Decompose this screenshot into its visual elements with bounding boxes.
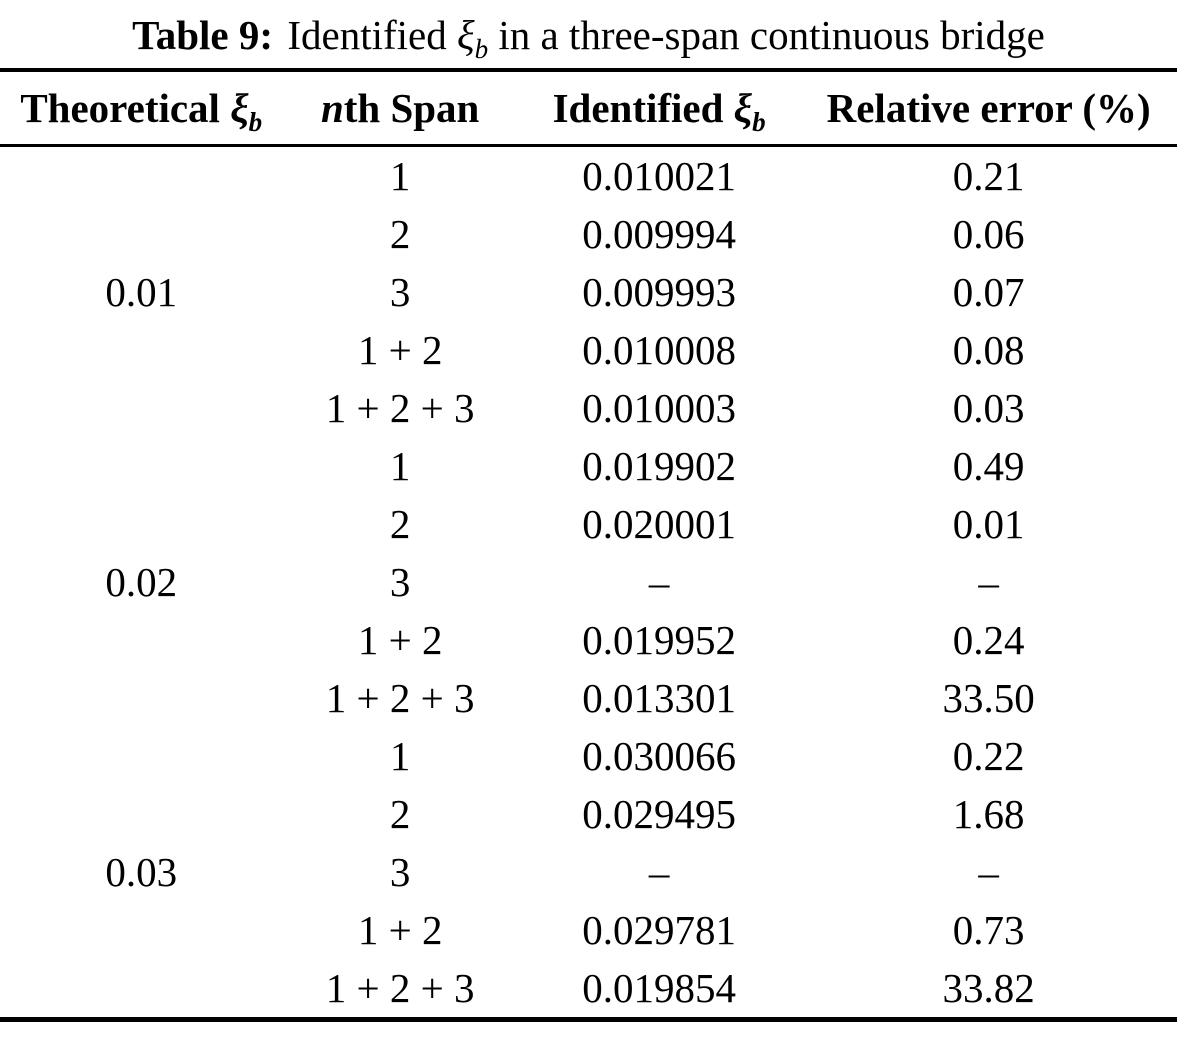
cell-nth-span: 1 <box>389 443 411 489</box>
table-row: 2 0.020001 0.01 <box>0 495 1177 553</box>
table-row: 1 + 2 + 3 0.010003 0.03 <box>0 379 1177 437</box>
table-row: 0.02 1 0.019902 0.49 <box>0 437 1177 605</box>
column-header-identified-xi: Identified ξb <box>517 70 801 147</box>
cell-nth-span: 1 + 2 <box>357 617 443 663</box>
cell-nth-span: 1 <box>389 153 411 199</box>
cell-identified-value: 0.010021 <box>582 153 736 199</box>
table-row: 1 + 2 0.010008 0.08 <box>0 321 1177 379</box>
cell-nth-span: 1 + 2 <box>357 327 443 373</box>
table-caption: Table 9: Identified ξb in a three-span co… <box>0 0 1177 68</box>
column-header-nth-span: nth Span <box>282 70 518 147</box>
cell-identified-value: 0.019952 <box>582 617 736 663</box>
cell-nth-span: 2 <box>389 211 411 257</box>
cell-relative-error: 0.24 <box>952 617 1025 663</box>
header-row: Theoretical ξb nth Span Identified ξb Re… <box>0 70 1177 147</box>
xi-b-symbol: ξb <box>457 12 489 65</box>
cell-identified-value: 0.019902 <box>582 443 736 489</box>
cell-theoretical-value: 0.03 <box>105 849 178 895</box>
table-row: 1 + 2 0.029781 0.73 <box>0 901 1177 959</box>
cell-identified-value: 0.019854 <box>582 965 736 1011</box>
cell-identified-value: 0.020001 <box>582 501 736 547</box>
table-row: 3 – – <box>0 843 1177 901</box>
cell-nth-span: 1 + 2 + 3 <box>325 965 475 1011</box>
cell-relative-error: 0.49 <box>952 443 1025 489</box>
cell-identified-value: 0.013301 <box>582 675 736 721</box>
cell-identified-value: 0.009994 <box>582 211 736 257</box>
column-header-relative-error: Relative error (%) <box>800 70 1177 147</box>
cell-theoretical-value: 0.01 <box>105 269 178 315</box>
cell-relative-error: 0.73 <box>952 907 1025 953</box>
table-row: 3 0.009993 0.07 <box>0 263 1177 321</box>
cell-relative-error: – <box>978 559 999 605</box>
cell-relative-error: 0.07 <box>952 269 1025 315</box>
cell-nth-span: 1 + 2 + 3 <box>325 385 475 431</box>
cell-identified-value: 0.010003 <box>582 385 736 431</box>
cell-identified-value: 0.029495 <box>582 791 736 837</box>
cell-identified-value: 0.030066 <box>582 733 736 779</box>
results-table: Theoretical ξb nth Span Identified ξb Re… <box>0 68 1177 1022</box>
xi-b-symbol: ξb <box>230 85 263 138</box>
table-row: 1 + 2 0.019952 0.24 <box>0 611 1177 669</box>
table-row: 2 0.009994 0.06 <box>0 205 1177 263</box>
table-row: 0.01 1 0.010021 0.21 <box>0 146 1177 315</box>
cell-relative-error: 0.03 <box>952 385 1025 431</box>
table-row: 2 0.029495 1.68 <box>0 785 1177 843</box>
cell-nth-span: 3 <box>389 849 411 895</box>
cell-relative-error: 0.21 <box>952 153 1025 199</box>
cell-nth-span: 3 <box>389 269 411 315</box>
table-row: 1 + 2 + 3 0.019854 33.82 <box>0 959 1177 1020</box>
cell-nth-span: 1 <box>389 733 411 779</box>
cell-nth-span: 2 <box>389 791 411 837</box>
cell-relative-error: 33.50 <box>942 675 1035 721</box>
caption-label: Table 9: <box>132 12 274 58</box>
cell-relative-error: 1.68 <box>952 791 1025 837</box>
caption-text-before-math: Identified <box>287 12 447 58</box>
cell-nth-span: 3 <box>389 559 411 605</box>
column-header-theoretical-xi: Theoretical ξb <box>0 70 283 147</box>
table-row: 0.03 1 0.030066 0.22 <box>0 727 1177 895</box>
cell-nth-span: 1 + 2 + 3 <box>325 675 475 721</box>
caption-text-after-math: in a three-span continuous bridge <box>498 12 1045 58</box>
cell-identified-value: – <box>648 559 670 605</box>
cell-identified-value: 0.029781 <box>582 907 736 953</box>
cell-relative-error: 0.08 <box>952 327 1025 373</box>
cell-relative-error: 0.01 <box>952 501 1025 547</box>
table-row: 3 – – <box>0 553 1177 611</box>
table-row: 1 + 2 + 3 0.013301 33.50 <box>0 669 1177 727</box>
cell-nth-span: 1 + 2 <box>357 907 443 953</box>
cell-identified-value: 0.010008 <box>582 327 736 373</box>
cell-relative-error: – <box>978 849 999 895</box>
cell-theoretical-value: 0.02 <box>105 559 178 605</box>
xi-b-symbol: ξb <box>733 85 766 138</box>
cell-relative-error: 0.06 <box>952 211 1025 257</box>
cell-identified-value: 0.009993 <box>582 269 736 315</box>
cell-identified-value: – <box>648 849 670 895</box>
cell-nth-span: 2 <box>389 501 411 547</box>
cell-relative-error: 33.82 <box>942 965 1035 1011</box>
cell-relative-error: 0.22 <box>952 733 1025 779</box>
